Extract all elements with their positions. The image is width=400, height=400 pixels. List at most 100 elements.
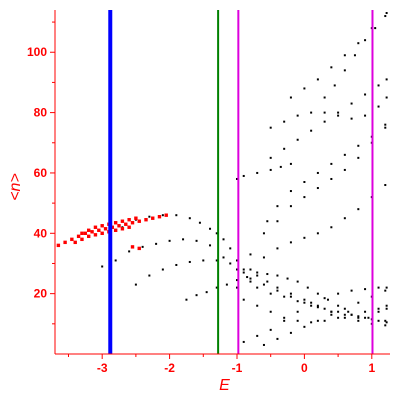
data-point	[242, 298, 245, 301]
data-point	[141, 245, 144, 248]
data-point	[202, 259, 205, 262]
y-tick-label: 20	[34, 287, 48, 301]
data-point	[256, 274, 259, 277]
data-point	[229, 262, 232, 265]
data-point	[385, 12, 388, 15]
data-point	[289, 190, 292, 193]
data-point	[209, 227, 212, 230]
data-point	[337, 114, 340, 117]
y-tick-label: 60	[34, 166, 48, 180]
data-point	[364, 316, 367, 319]
highlight-point	[113, 221, 118, 225]
data-point	[148, 274, 151, 277]
data-point	[364, 93, 367, 96]
data-point	[283, 319, 286, 322]
data-point	[323, 111, 326, 114]
data-point	[316, 319, 319, 322]
data-point	[310, 129, 313, 132]
data-point	[377, 84, 380, 87]
data-point	[310, 304, 313, 307]
data-point	[209, 244, 212, 247]
data-point	[283, 316, 286, 319]
data-point	[296, 310, 299, 313]
highlight-point	[127, 218, 131, 222]
data-point	[161, 268, 164, 271]
data-point	[323, 319, 326, 322]
highlight-point	[144, 218, 148, 222]
data-point	[384, 319, 387, 322]
data-point	[249, 253, 252, 256]
data-point	[343, 54, 346, 57]
data-point	[350, 117, 353, 120]
highlight-point	[110, 225, 114, 229]
data-point	[330, 66, 333, 69]
data-point	[276, 289, 279, 292]
data-point	[168, 239, 171, 242]
data-point	[269, 126, 272, 129]
data-point	[276, 220, 279, 223]
data-point	[303, 196, 306, 199]
highlight-point	[83, 231, 88, 235]
data-point	[357, 208, 360, 211]
data-point	[377, 307, 380, 310]
data-point	[198, 221, 201, 224]
data-point	[385, 307, 388, 310]
data-point	[337, 310, 340, 313]
data-point	[215, 232, 218, 235]
data-point	[343, 168, 346, 171]
highlight-point	[90, 230, 94, 234]
data-point	[249, 277, 252, 280]
data-point	[357, 319, 360, 322]
data-point	[384, 126, 387, 129]
data-point	[276, 205, 279, 208]
data-point	[235, 279, 238, 282]
data-point	[347, 310, 350, 313]
data-point	[262, 232, 265, 235]
data-point	[303, 181, 306, 183]
data-point	[357, 316, 360, 319]
data-point	[195, 294, 198, 297]
data-point	[276, 337, 279, 340]
highlight-point	[130, 221, 135, 225]
y-tick-label: 80	[34, 106, 48, 120]
x-tick-label: 1	[368, 361, 375, 375]
data-point	[269, 310, 272, 313]
data-point	[222, 256, 225, 259]
data-point	[134, 283, 137, 286]
data-point	[256, 334, 259, 337]
data-point	[326, 298, 329, 301]
highlight-point	[56, 243, 61, 248]
highlight-point	[120, 227, 125, 231]
y-tick-label: 100	[27, 45, 47, 59]
data-point	[235, 259, 238, 262]
data-point	[364, 114, 367, 117]
data-point	[185, 298, 188, 301]
data-point	[155, 242, 158, 245]
data-point	[357, 156, 360, 159]
data-point	[385, 78, 388, 81]
data-point	[225, 283, 228, 286]
data-point	[283, 120, 286, 123]
highlight-point	[70, 237, 74, 242]
data-point	[316, 187, 319, 190]
data-point	[242, 271, 245, 274]
data-point	[289, 295, 292, 298]
highlight-point	[127, 225, 131, 229]
data-point	[289, 292, 292, 295]
data-point	[384, 123, 387, 126]
data-point	[316, 292, 319, 295]
data-point	[262, 343, 265, 346]
data-point	[205, 291, 208, 294]
data-point	[337, 304, 340, 307]
data-point	[229, 247, 232, 250]
data-point	[357, 144, 360, 147]
data-point	[384, 15, 387, 18]
data-point	[330, 177, 333, 180]
data-point	[175, 263, 178, 266]
data-point	[175, 214, 178, 217]
data-point	[266, 220, 269, 223]
highlight-point	[76, 234, 81, 239]
data-point	[330, 310, 333, 313]
data-point	[316, 306, 319, 309]
data-point	[276, 274, 279, 277]
